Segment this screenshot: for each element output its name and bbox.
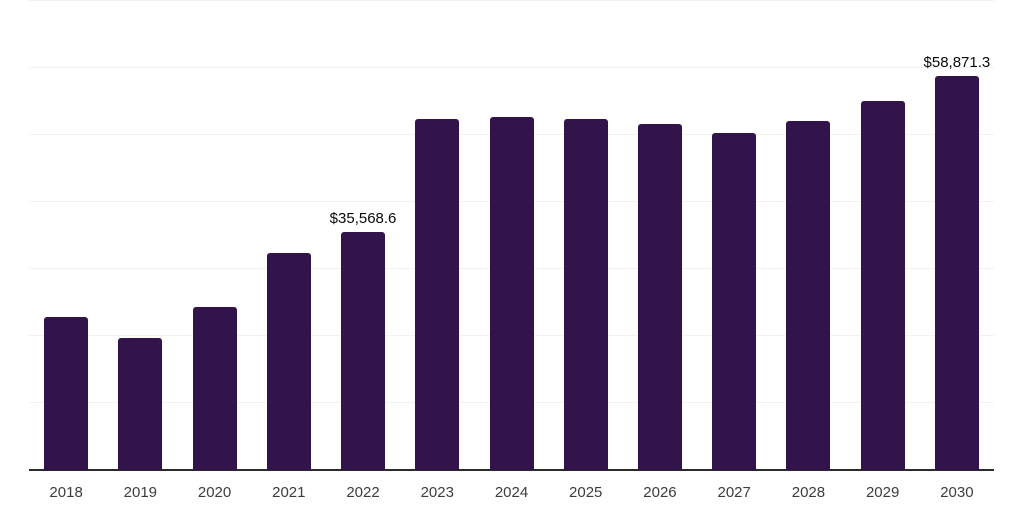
x-axis-label-2020: 2020 <box>197 484 232 501</box>
x-axis-label-2024: 2024 <box>494 484 529 501</box>
x-axis-label-2023: 2023 <box>420 484 454 501</box>
bar-2029 <box>860 101 905 470</box>
bar-value-label-2030: $58,871.3 <box>923 53 991 71</box>
bar-2022 <box>341 232 386 470</box>
x-axis-label-2018: 2018 <box>49 484 83 501</box>
gridline <box>29 67 994 68</box>
bar-2028 <box>786 121 831 470</box>
x-axis-label-2021: 2021 <box>272 484 306 501</box>
x-axis-label-2030: 2030 <box>940 484 974 501</box>
bar-2018 <box>44 317 89 470</box>
bar-2023 <box>415 119 460 470</box>
x-axis-label-2022: 2022 <box>346 484 380 501</box>
bar-2026 <box>637 124 682 470</box>
plot-area: $35,568.6 $58,871.3 <box>29 0 994 471</box>
x-axis-label-2025: 2025 <box>569 484 603 501</box>
bar-value-label-2022: $35,568.6 <box>329 209 397 227</box>
x-axis-label-2027: 2027 <box>717 484 751 501</box>
gridline <box>29 0 994 1</box>
x-axis-label-2028: 2028 <box>791 484 826 501</box>
bar-2030 <box>934 76 979 470</box>
bar-2027 <box>712 133 757 470</box>
bar-2025 <box>563 119 608 470</box>
bar-2020 <box>192 307 237 470</box>
bar-2024 <box>489 117 534 470</box>
x-axis-label-2019: 2019 <box>123 484 158 501</box>
bar-2021 <box>266 253 311 470</box>
x-axis-label-2026: 2026 <box>643 484 677 501</box>
bar-2019 <box>118 338 163 470</box>
x-axis-label-2029: 2029 <box>865 484 900 501</box>
x-axis-line <box>29 469 994 471</box>
